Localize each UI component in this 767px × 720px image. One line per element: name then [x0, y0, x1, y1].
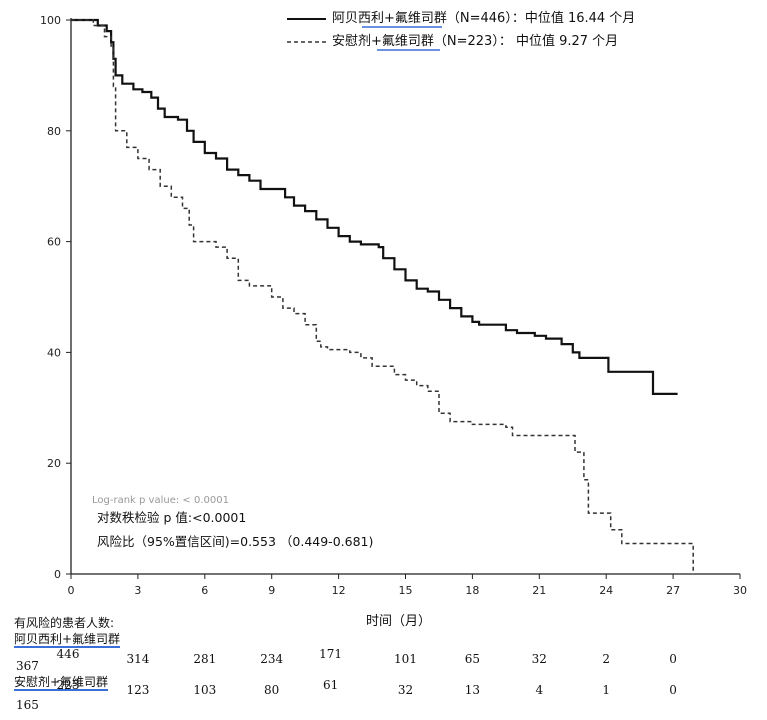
- x-tick-label: 27: [666, 584, 680, 597]
- annotation-hazard-ratio: 风险比（95%置信区间)=0.553 （0.449-0.681): [97, 534, 373, 549]
- risk-table-cell: 123: [126, 683, 150, 697]
- risk-table-cell: 2: [602, 652, 610, 666]
- y-tick-label: 100: [40, 14, 61, 27]
- risk-table-title: 有风险的患者人数:: [14, 616, 115, 630]
- risk-table-cell: 234: [260, 652, 284, 666]
- risk-row-label-text: 安慰剂+氟维司群: [14, 675, 109, 691]
- chart-legend: 阿贝西利+氟维司群（N=446）：中位值 16.44 个月 安慰剂+氟维司群（N…: [287, 10, 635, 51]
- risk-table-cell: 32: [531, 652, 547, 666]
- risk-table-cell: 223: [56, 678, 80, 692]
- risk-row-label-placebo: 安慰剂+氟维司群: [14, 673, 109, 691]
- risk-table-cell: 1: [602, 683, 610, 697]
- x-tick-label: 3: [134, 584, 141, 597]
- y-tick-label: 40: [47, 346, 61, 359]
- risk-table-cell: 4: [535, 683, 544, 697]
- x-tick-label: 15: [399, 584, 413, 597]
- y-tick-label: 80: [47, 125, 61, 138]
- x-tick-label: 30: [733, 584, 747, 597]
- chart-lines: [71, 18, 694, 574]
- x-tick-label: 24: [599, 584, 613, 597]
- risk-table-cell: 0: [669, 652, 677, 666]
- risk-row-label-text: 阿贝西利+氟维司群: [14, 632, 121, 648]
- x-tick-label: 9: [268, 584, 275, 597]
- y-tick-label: 0: [54, 568, 61, 581]
- risk-table-cell: 61: [322, 678, 339, 692]
- risk-table-cell: 13: [464, 683, 481, 697]
- risk-row-label-abemaciclib: 阿贝西利+氟维司群: [14, 630, 121, 648]
- risk-table-cell: 0: [669, 683, 677, 697]
- risk-table-cell: 65: [464, 652, 481, 666]
- y-tick-label: 20: [47, 457, 61, 470]
- x-tick-label: 12: [332, 584, 346, 597]
- faint-logrank-text: Log-rank p value: < 0.0001: [92, 495, 229, 506]
- risk-table-cell: 80: [264, 683, 280, 697]
- y-tick-label: 60: [47, 236, 61, 249]
- x-tick-label: 21: [532, 584, 546, 597]
- legend-dashed-label: 安慰剂+氟维司群（N=223）： 中位值 9.27 个月: [332, 33, 618, 49]
- series-abemaciclib-line: [71, 18, 678, 395]
- chart-ticks: 0 3 6 9 12 15 18 21 24 27 30 0 20 40 60 80 100: [40, 14, 747, 597]
- legend-solid-label: 阿贝西利+氟维司群（N=446）：中位值 16.44 个月: [332, 10, 635, 26]
- x-tick-label: 0: [68, 584, 75, 597]
- risk-row-prefix: 367: [16, 659, 39, 673]
- chart-axes: [70, 18, 740, 575]
- x-tick-label: 6: [201, 584, 208, 597]
- x-tick-label: 18: [465, 584, 479, 597]
- risk-table-cell: 101: [394, 652, 417, 666]
- risk-table-cell: 281: [193, 652, 217, 666]
- risk-table-cell: 103: [193, 683, 217, 697]
- annotation-pvalue: 对数秩检验 p 值:<0.0001: [97, 510, 246, 525]
- series-placebo-line: [71, 19, 694, 574]
- risk-table-cell: 314: [126, 652, 150, 666]
- risk-table-cell: 446: [56, 647, 80, 661]
- risk-table-cell: 171: [319, 647, 343, 661]
- x-axis-label: 时间（月）: [366, 614, 431, 629]
- risk-row-prefix: 165: [16, 698, 39, 712]
- risk-table-cell: 32: [397, 683, 414, 697]
